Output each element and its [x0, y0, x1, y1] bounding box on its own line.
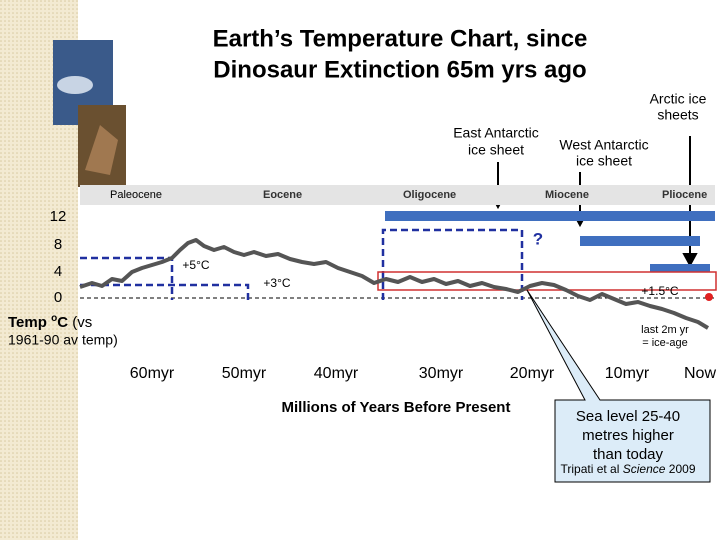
ice-bar: [650, 264, 710, 272]
x-label: 20myr: [510, 365, 555, 382]
y-title: Temp oC (vs: [8, 313, 92, 331]
epoch-bar: [80, 185, 715, 205]
callout: [526, 289, 711, 483]
epoch: Miocene: [545, 189, 589, 201]
x-label: 40myr: [314, 365, 359, 382]
annotation: +1.5°C: [641, 284, 678, 298]
dino-art: [85, 125, 118, 175]
y-title-part: C: [57, 314, 68, 331]
annotation: +3°C: [263, 276, 290, 290]
x-label: 50myr: [222, 365, 267, 382]
label: ice sheet: [468, 142, 524, 158]
book-art: [57, 76, 93, 94]
callout-text: Sea level 25-40: [576, 408, 680, 425]
epoch: Pliocene: [662, 189, 707, 201]
y-title-part: (vs: [72, 314, 92, 331]
y-label: 0: [54, 289, 62, 306]
x-label: 30myr: [419, 365, 464, 382]
label: West Antarctic: [559, 137, 648, 153]
annotation: last 2m yr: [641, 324, 689, 336]
ref-line: [381, 228, 524, 300]
source-part: Tripati et al: [560, 462, 619, 476]
x-title: Millions of Years Before Present: [282, 399, 511, 416]
annotation: = ice-age: [642, 337, 688, 349]
annotation: +5°C: [182, 258, 209, 272]
epoch: Paleocene: [110, 189, 162, 201]
ref-line: [80, 283, 250, 300]
y-label: 4: [54, 263, 62, 280]
y-title-part: Temp: [8, 314, 47, 331]
y-title: 1961-90 av temp): [8, 332, 118, 348]
label: ice sheet: [576, 153, 632, 169]
callout-text: than today: [593, 446, 664, 463]
callout-text: metres higher: [582, 427, 674, 444]
y-label: 12: [50, 208, 67, 225]
title: Dinosaur Extinction 65m yrs ago: [213, 56, 586, 83]
source-part: 2009: [669, 462, 696, 476]
now-dot: [705, 293, 713, 301]
y-label: 8: [54, 236, 62, 253]
x-label: 60myr: [130, 365, 175, 382]
ice-bar: [580, 236, 700, 246]
temperature-curve: [79, 238, 710, 330]
label: Arctic ice: [650, 91, 707, 107]
y-title-part: o: [51, 313, 57, 324]
annotation: ?: [533, 229, 543, 248]
source: Tripati et al Science 2009: [560, 462, 695, 476]
x-label: Now: [684, 365, 716, 382]
epoch: Oligocene: [403, 189, 456, 201]
ice-bar: [385, 211, 715, 221]
label: sheets: [657, 107, 698, 123]
source-part: Science: [623, 462, 666, 476]
arrowhead: [682, 253, 698, 268]
x-label: 10myr: [605, 365, 650, 382]
label: East Antarctic: [453, 125, 539, 141]
epoch: Eocene: [263, 189, 302, 201]
title: Earth’s Temperature Chart, since: [213, 25, 588, 52]
